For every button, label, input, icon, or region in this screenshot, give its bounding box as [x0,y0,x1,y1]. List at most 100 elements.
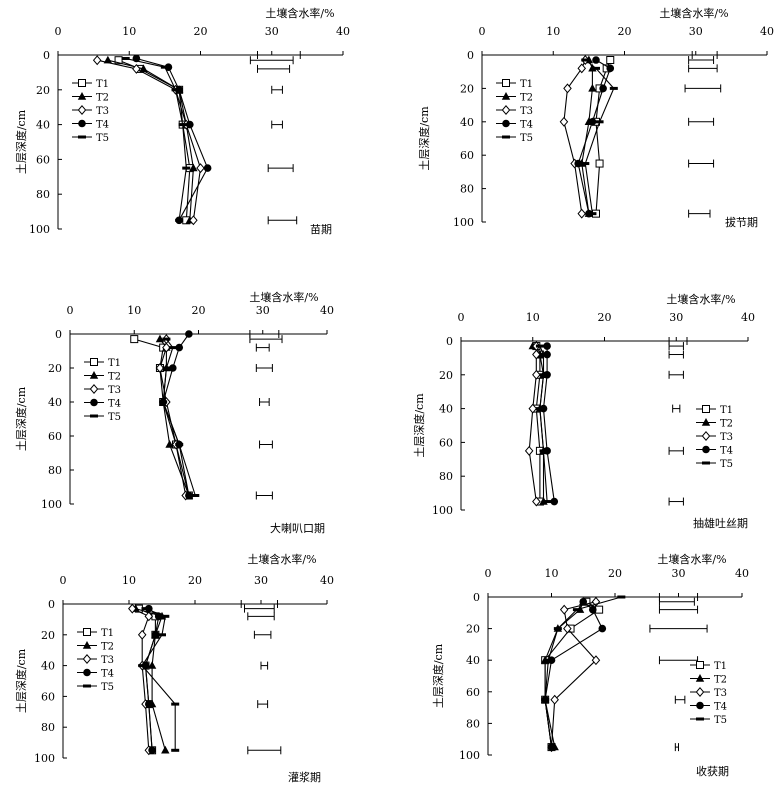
y-tick-label: 100 [29,223,50,236]
data-point [563,83,572,94]
data-point [592,66,600,70]
data-point [563,623,572,634]
legend-label-t5: T5 [720,459,733,470]
data-point [550,694,559,705]
data-point [559,604,569,615]
y-tick-label: 100 [459,749,480,762]
data-point [155,363,165,373]
x-tick-label: 40 [336,25,350,38]
x-tick-label: 30 [256,304,270,317]
data-point [147,661,157,669]
data-point [539,373,548,377]
legend-label-t3: T3 [714,688,727,699]
x-tick-label: 40 [735,567,749,580]
x-tick-label: 40 [760,25,774,38]
chart-panel-1: 0 10 20 30 40土壤含水率/%020406080100土层深度/cmT1T2T… [14,6,350,236]
x-tick-label: 10 [122,574,136,587]
stage-label: 灌浆期 [288,770,321,784]
legend-label-t1: T1 [96,79,109,90]
y-axis-title: 土层深度/cm [14,648,28,713]
data-point [196,163,205,174]
legend-label-t4: T4 [96,120,109,131]
legend-marker-t3 [82,654,92,664]
data-point [543,342,551,350]
data-point [155,334,165,343]
x-tick-label: 10 [127,304,141,317]
data-point [178,123,187,127]
legend-label-t1: T1 [520,79,533,90]
legend-label-t5: T5 [96,133,109,144]
x-axis-title: 土壤含水率/% [249,290,318,304]
y-tick-label: 0 [55,328,62,341]
y-tick-label: 60 [460,149,474,162]
y-tick-label: 40 [439,403,453,416]
data-point [595,159,604,168]
legend-marker-t3 [701,431,711,441]
legend-label-t2: T2 [720,419,733,430]
data-point [572,608,581,612]
x-tick-label: 0 [67,304,74,317]
data-point [599,84,607,93]
data-point [543,500,552,504]
x-tick-label: 10 [526,311,540,324]
data-point [532,369,541,380]
legend-marker-t3 [77,105,87,115]
y-tick-label: 20 [466,623,480,636]
series-line-t3 [97,59,202,221]
series-line-t2 [107,59,194,221]
data-point [539,353,548,357]
y-tick-label: 80 [41,721,55,734]
data-point [171,748,180,752]
data-point [539,449,548,453]
chart-panel-3: 0 10 20 30 40土壤含水率/%020406080100土层深度/cmT1T2T… [14,290,334,535]
legend-label-t4: T4 [101,669,114,680]
data-point [524,445,534,456]
x-tick-label: 30 [265,25,279,38]
y-tick-label: 20 [439,369,453,382]
data-point [162,337,171,341]
legend-marker-t1 [83,628,91,636]
legend-marker-t1 [702,405,710,413]
legend-label-t1: T1 [108,358,121,369]
x-tick-label: 30 [672,567,686,580]
y-axis-title: 土层深度/cm [417,106,431,171]
legend-marker-t4 [83,668,91,677]
y-tick-label: 80 [439,470,453,483]
stage-label: 苗期 [310,223,332,236]
stage-label: 收获期 [696,764,729,778]
y-tick-label: 60 [439,436,453,449]
data-point [574,159,582,168]
x-tick-label: 0 [458,311,465,324]
stage-label: 拔节期 [725,215,758,229]
series-line-t5 [125,57,187,221]
x-tick-label: 30 [669,311,683,324]
series-line-t3 [528,346,537,502]
data-point [617,595,626,599]
x-tick-label: 0 [479,25,486,38]
legend-label-t2: T2 [96,93,109,104]
x-tick-label: 10 [546,25,560,38]
x-tick-label: 30 [689,25,703,38]
legend-label-t1: T1 [714,661,727,672]
data-point [588,212,597,216]
data-point [553,627,562,631]
legend-marker-t1 [78,79,86,87]
series-line-t3 [550,601,597,748]
y-tick-label: 40 [41,660,55,673]
data-point [579,597,588,606]
data-point [138,664,147,668]
legend-label-t3: T3 [520,106,533,117]
legend-label-t5: T5 [714,715,727,726]
data-point [532,496,541,507]
data-point [595,120,604,124]
legend-marker-t3 [695,687,705,697]
series-line-t4 [544,601,604,748]
legend-marker-t5 [702,461,710,465]
legend-marker-t1 [502,79,510,87]
data-point [171,702,180,706]
y-tick-label: 60 [48,430,62,443]
data-point [161,745,170,754]
legend-label-t1: T1 [720,405,733,416]
legend-label-t2: T2 [101,642,114,653]
data-point [158,633,166,637]
